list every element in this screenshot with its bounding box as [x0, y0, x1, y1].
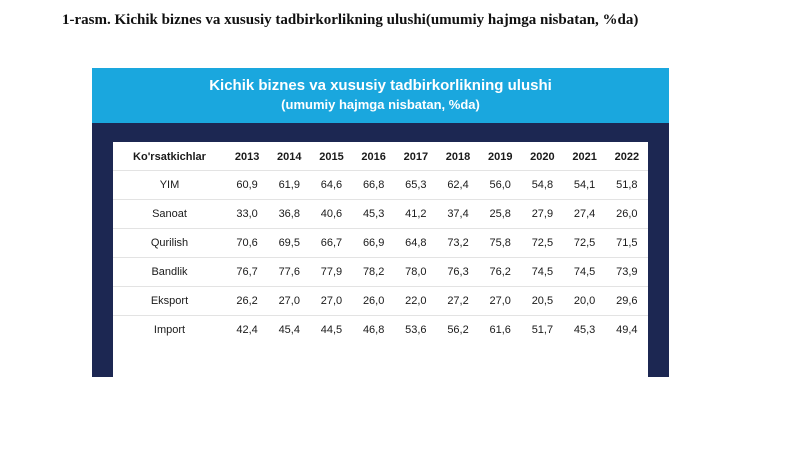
table-body: YIM 60,9 61,9 64,6 66,8 65,3 62,4 56,0 54,8 54,1 5…	[113, 170, 648, 344]
table-cell: 53,6	[394, 315, 437, 344]
row-label: YIM	[113, 170, 226, 200]
statistics-table: Ko'rsatkichlar 2013 2014 2015 2016 2017 2018 2…	[113, 144, 648, 344]
table-cell: 72,5	[521, 228, 564, 258]
row-label: Eksport	[113, 286, 226, 316]
table-cell: 40,6	[310, 199, 353, 229]
column-header-year: 2016	[361, 151, 386, 163]
table-cell: 37,4	[436, 199, 480, 229]
column-header-year: 2018	[445, 151, 471, 163]
table-cell: 42,4	[226, 315, 269, 344]
table-cell: 74,5	[563, 257, 606, 287]
row-label: Bandlik	[113, 257, 226, 287]
figure-subtitle: (umumiy hajmga nisbatan, %da)	[281, 97, 480, 112]
table-cell: 76,3	[436, 257, 480, 287]
table-cell: 26,2	[226, 286, 269, 316]
column-header-year: 2021	[572, 151, 597, 163]
table-cell: 73,9	[605, 257, 648, 287]
table-cell: 49,4	[605, 315, 648, 344]
table-cell: 27,4	[563, 199, 606, 229]
table-cell: 56,2	[436, 315, 480, 344]
table-cell: 61,9	[268, 170, 311, 200]
table-cell: 26,0	[352, 286, 395, 316]
table-cell: 76,2	[479, 257, 522, 287]
table-cell: 27,0	[479, 286, 522, 316]
table-cell: 65,3	[394, 170, 437, 200]
table-cell: 62,4	[436, 170, 480, 200]
table-cell: 22,0	[394, 286, 437, 316]
infographic-figure: Kichik biznes va xususiy tadbirkorliknin…	[92, 68, 669, 408]
table-cell: 66,7	[310, 228, 353, 258]
table-cell: 56,0	[479, 170, 522, 200]
table-cell: 64,8	[394, 228, 437, 258]
column-header-indicators: Ko'rsatkichlar	[133, 151, 206, 163]
table-cell: 27,2	[436, 286, 480, 316]
table-cell: 26,0	[605, 199, 648, 229]
figure-title: Kichik biznes va xususiy tadbirkorliknin…	[209, 77, 552, 94]
figure-header-banner: Kichik biznes va xususiy tadbirkorliknin…	[92, 68, 669, 123]
table-cell: 77,6	[268, 257, 311, 287]
table-row: Qurilish 70,6 69,5 66,7 66,9 64,8 73,2 75,8 72,5…	[113, 228, 648, 258]
row-label: Import	[113, 315, 226, 344]
table-cell: 54,8	[521, 170, 564, 200]
table-cell: 78,2	[352, 257, 395, 287]
row-label: Sanoat	[113, 199, 226, 229]
table-cell: 44,5	[310, 315, 353, 344]
table-cell: 66,8	[352, 170, 395, 200]
table-cell: 75,8	[479, 228, 522, 258]
table-cell: 66,9	[352, 228, 395, 258]
table-cell: 29,6	[605, 286, 648, 316]
table-cell: 45,4	[268, 315, 311, 344]
table-cell: 51,7	[521, 315, 564, 344]
table-cell: 60,9	[226, 170, 269, 200]
table-cell: 71,5	[605, 228, 648, 258]
column-header-year: 2020	[530, 151, 555, 163]
table-cell: 76,7	[226, 257, 269, 287]
table-cell: 64,6	[310, 170, 353, 200]
table-cell: 36,8	[268, 199, 311, 229]
column-header-year: 2022	[614, 151, 640, 163]
table-cell: 33,0	[226, 199, 269, 229]
column-header-year: 2015	[319, 151, 344, 163]
table-cell: 41,2	[394, 199, 437, 229]
table-cell: 70,6	[226, 228, 269, 258]
table-row: YIM 60,9 61,9 64,6 66,8 65,3 62,4 56,0 54,8 54,1 5…	[113, 170, 648, 200]
table-row: Eksport 26,2 27,0 27,0 26,0 22,0 27,2 27,0 20,5 2…	[113, 286, 648, 316]
table-cell: 54,1	[563, 170, 606, 200]
table-row: Bandlik 76,7 77,6 77,9 78,2 78,0 76,3 76,2 74,5 7…	[113, 257, 648, 287]
table-cell: 73,2	[436, 228, 480, 258]
table-cell: 74,5	[521, 257, 564, 287]
table-cell: 51,8	[605, 170, 648, 200]
table-cell: 20,5	[521, 286, 564, 316]
source-note: Manba: Statistika agentligi	[508, 350, 647, 362]
column-header-year: 2013	[234, 151, 260, 163]
table-cell: 27,0	[268, 286, 311, 316]
table-cell: 20,0	[563, 286, 606, 316]
table-row: Sanoat 33,0 36,8 40,6 45,3 41,2 37,4 25,8 27,9 27…	[113, 199, 648, 229]
column-header-year: 2019	[487, 151, 513, 163]
table-cell: 45,3	[352, 199, 395, 229]
table-cell: 69,5	[268, 228, 311, 258]
table-cell: 61,6	[479, 315, 522, 344]
figure-caption: 1-rasm. Kichik biznes va xususiy tadbirk…	[62, 12, 639, 28]
table-cell: 78,0	[394, 257, 437, 287]
column-header-year: 2017	[403, 151, 429, 163]
table-row: Import 42,4 45,4 44,5 46,8 53,6 56,2 61,6 51,7 45…	[113, 315, 648, 344]
table-cell: 77,9	[310, 257, 353, 287]
table-cell: 45,3	[563, 315, 606, 344]
column-header-year: 2014	[277, 151, 302, 163]
table-cell: 27,0	[310, 286, 353, 316]
table-header-row: Ko'rsatkichlar 2013 2014 2015 2016 2017 2018 2…	[113, 144, 648, 171]
table-cell: 46,8	[352, 315, 395, 344]
table-cell: 72,5	[563, 228, 606, 258]
table-cell: 27,9	[521, 199, 564, 229]
table-cell: 25,8	[479, 199, 522, 229]
row-label: Qurilish	[113, 228, 226, 258]
